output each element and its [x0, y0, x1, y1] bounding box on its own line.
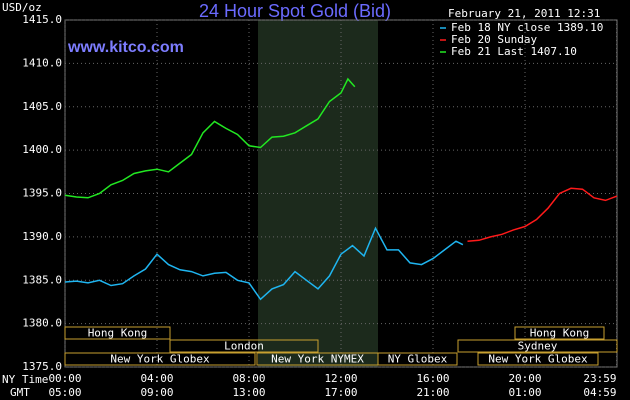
legend-label: Feb 20 Sunday: [451, 33, 537, 46]
x2-tick-label: 13:00: [232, 386, 265, 399]
x2-tick-label: 04:59: [583, 386, 616, 399]
x-axis-label: NY Time: [2, 373, 48, 386]
x-tick-label: 16:00: [416, 372, 449, 385]
x-tick-label: 23:59: [583, 372, 616, 385]
x-tick-label: 04:00: [140, 372, 173, 385]
session-label: NY Globex: [388, 353, 448, 366]
source: www.kitco.com: [67, 39, 184, 56]
session-box: [514, 326, 605, 340]
legend-label: Feb 21 Last 1407.10: [451, 45, 577, 58]
y-tick-label: 1390.0: [22, 230, 62, 243]
session-label: Sydney: [518, 340, 558, 353]
x2-tick-label: 09:00: [140, 386, 173, 399]
y-tick-label: 1405.0: [22, 100, 62, 113]
session-label: New York Globex: [110, 353, 210, 366]
x-tick-label: 08:00: [232, 372, 265, 385]
price-line: [467, 187, 618, 242]
session-box: [377, 352, 458, 366]
session-box: [64, 352, 256, 366]
session-label: New York Globex: [488, 353, 588, 366]
x2-tick-label: 21:00: [416, 386, 449, 399]
x-tick-label: 00:00: [48, 372, 81, 385]
x2-tick-label: 01:00: [508, 386, 541, 399]
session-label: Hong Kong: [88, 327, 148, 340]
y-tick-label: 1415.0: [22, 13, 62, 26]
session-label: New York NYMEX: [271, 353, 364, 366]
x2-tick-label: 05:00: [48, 386, 81, 399]
price-line: [64, 77, 356, 199]
session-box: [457, 339, 618, 353]
x-tick-label: 20:00: [508, 372, 541, 385]
session-box: [169, 339, 319, 353]
x2-axis-label: GMT: [10, 386, 30, 399]
x2-tick-label: 17:00: [324, 386, 357, 399]
session-box: [477, 352, 599, 366]
y-tick-label: 1400.0: [22, 143, 62, 156]
y-tick-label: 1375.0: [22, 360, 62, 373]
session-label: London: [224, 340, 264, 353]
x-tick-label: 12:00: [324, 372, 357, 385]
y-tick-label: 1380.0: [22, 317, 62, 330]
legend-label: Feb 18 NY close 1389.10: [451, 21, 603, 34]
y-tick-label: 1395.0: [22, 187, 62, 200]
session-box: [64, 326, 171, 340]
y-tick-label: 1385.0: [22, 273, 62, 286]
timestamp: February 21, 2011 12:31: [448, 7, 600, 20]
chart-title: 24 Hour Spot Gold (Bid): [199, 1, 391, 21]
y-tick-label: 1410.0: [22, 56, 62, 69]
price-line: [64, 226, 464, 301]
y-axis-label: USD/oz: [2, 1, 42, 14]
session-label: Hong Kong: [530, 327, 590, 340]
